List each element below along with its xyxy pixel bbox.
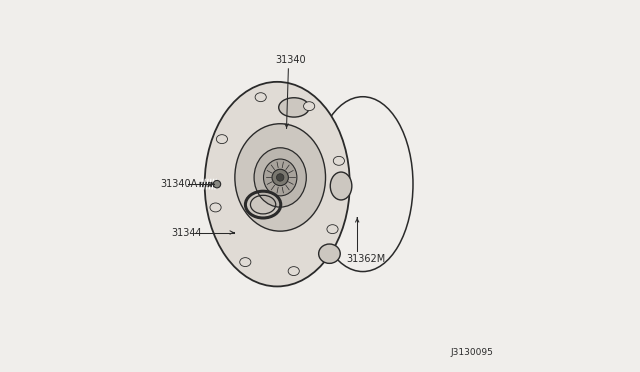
Ellipse shape (264, 159, 297, 196)
Ellipse shape (240, 258, 251, 267)
Ellipse shape (216, 135, 227, 144)
Circle shape (272, 169, 289, 186)
Text: 31344: 31344 (172, 228, 202, 237)
Text: 31340A: 31340A (160, 179, 197, 189)
Ellipse shape (255, 93, 266, 102)
Ellipse shape (210, 203, 221, 212)
Ellipse shape (254, 148, 307, 207)
Ellipse shape (327, 225, 338, 234)
Text: 31362M: 31362M (346, 254, 385, 263)
Ellipse shape (213, 180, 221, 188)
Ellipse shape (278, 98, 309, 117)
Ellipse shape (288, 267, 300, 276)
Ellipse shape (303, 102, 315, 110)
Text: J3130095: J3130095 (450, 348, 493, 357)
Ellipse shape (235, 124, 326, 231)
Circle shape (276, 174, 284, 181)
Text: 31340: 31340 (275, 55, 306, 64)
Ellipse shape (205, 82, 349, 286)
Ellipse shape (319, 244, 340, 263)
Ellipse shape (330, 172, 352, 200)
Ellipse shape (333, 156, 344, 165)
